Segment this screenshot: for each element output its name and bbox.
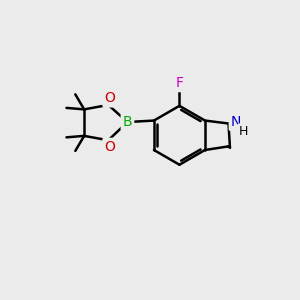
Text: F: F bbox=[176, 76, 183, 90]
Text: O: O bbox=[104, 140, 115, 154]
Text: B: B bbox=[123, 115, 132, 129]
Text: O: O bbox=[104, 92, 115, 106]
Text: N: N bbox=[231, 115, 241, 129]
Text: H: H bbox=[239, 125, 248, 138]
